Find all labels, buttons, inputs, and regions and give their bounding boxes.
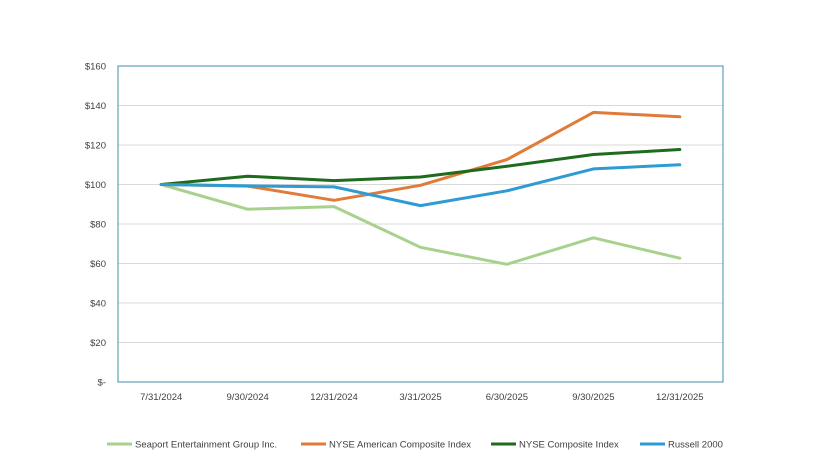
y-tick-label: $100: [85, 180, 106, 191]
y-tick-label: $60: [90, 259, 106, 270]
legend-label: Seaport Entertainment Group Inc.: [135, 440, 277, 451]
y-tick-label: $20: [90, 338, 106, 349]
x-tick-label: 12/31/2025: [656, 392, 704, 403]
legend-label: Russell 2000: [668, 440, 723, 451]
y-tick-label: $-: [98, 378, 106, 389]
x-tick-label: 12/31/2024: [310, 392, 358, 403]
series-line-russell-2000: [159, 163, 682, 208]
series-line-seaport-entertainment-group-inc: [159, 183, 682, 266]
x-tick-label: 9/30/2025: [572, 392, 614, 403]
legend-label: NYSE Composite Index: [519, 440, 619, 451]
series-lines: [159, 110, 682, 266]
plot-area-border: [117, 65, 724, 383]
y-tick-label: $160: [85, 62, 106, 73]
x-tick-label: 3/31/2025: [399, 392, 441, 403]
legend-label: NYSE American Composite Index: [329, 440, 471, 451]
x-tick-label: 6/30/2025: [486, 392, 528, 403]
y-axis-tick-labels: $- $20 $40 $60 $80 $100 $120 $140 $160: [85, 62, 106, 389]
y-tick-label: $140: [85, 101, 106, 112]
x-axis-tick-labels: 7/31/2024 9/30/2024 12/31/2024 3/31/2025 6/3…: [140, 392, 703, 403]
y-tick-label: $80: [90, 220, 106, 231]
legend: Seaport Entertainment Group Inc. NYSE Ame…: [107, 440, 723, 451]
series-line-nyse-composite-index: [159, 148, 682, 186]
y-tick-label: $120: [85, 141, 106, 152]
x-tick-label: 7/31/2024: [140, 392, 182, 403]
x-tick-label: 9/30/2024: [227, 392, 269, 403]
gridlines: [118, 105, 723, 343]
y-tick-label: $40: [90, 299, 106, 310]
